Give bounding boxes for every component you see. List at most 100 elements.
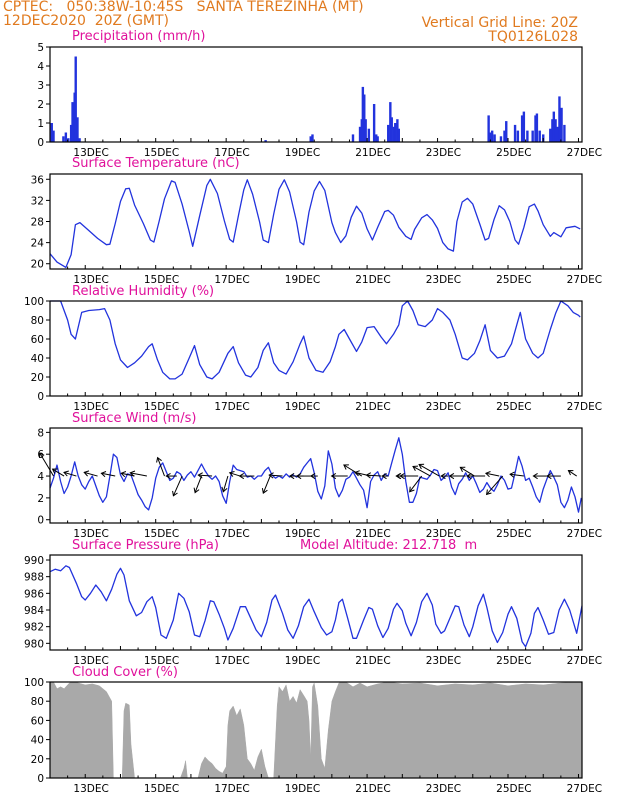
wind-vector-head-17 [288,472,295,480]
wind-vector-head-15 [261,488,268,494]
wind-line [49,437,582,513]
precip-bar-38 [505,121,508,142]
wind-vector-head-30 [418,463,425,470]
wind-ytick-label-3: 6 [37,449,44,461]
precip-bar-9 [74,56,77,142]
wind-vector-head-19 [309,472,316,480]
wind-vector-head-38 [532,472,538,480]
wind-vector-2 [63,471,77,477]
precip-bar-52 [554,119,557,142]
wind-vector-head-1 [51,468,58,474]
precip-bar-50 [551,119,554,142]
precip-bar-54 [558,96,561,142]
pres-ytick-label-2: 984 [24,605,44,617]
pres-xtick-label-7: 27DEC [567,655,602,667]
wind-vector-head-37 [509,471,515,478]
temp-ytick-label-2: 28 [31,217,44,229]
rh-xtick-label-7: 27DEC [567,401,602,413]
wind-vector-5 [121,472,135,477]
wind-vector-3 [84,471,98,477]
wind-vector-6 [130,472,147,477]
wind-vector-head-18 [295,472,302,480]
precip-bar-32 [487,115,490,142]
wind-vector-head-29 [412,465,419,472]
pres-ytick-label-4: 988 [24,572,44,584]
precip-bar-46 [535,113,539,142]
rh-ytick-label-5: 100 [24,296,44,308]
precip-ytick-label-5: 5 [37,42,44,54]
wind-vector-13 [229,472,241,477]
rh-ytick-label-2: 40 [31,353,44,365]
wind-vector-head-32 [448,472,455,480]
precip-bar-27 [390,117,393,142]
precip-bar-19 [363,94,366,142]
wind-vector-0 [39,452,54,477]
wind-vector-33 [460,466,475,477]
precip-bar-43 [526,130,529,142]
wind-xtick-label-5: 23DEC [426,528,461,540]
precip-bar-45 [534,115,537,142]
wind-vector-10 [194,475,202,493]
precip-ytick-label-0: 0 [37,137,44,149]
rh-ytick-label-4: 80 [31,315,44,327]
wind-vector-30 [418,464,440,477]
wind-vector-head-16 [268,472,274,479]
wind-title: Surface Wind (m/s) [72,411,197,426]
pres-ytick-label-1: 982 [24,622,44,634]
precip-bar-31 [397,128,400,142]
wind-vector-head-14 [238,472,245,480]
cloud-ytick-label-4: 80 [31,696,44,708]
wind-vector-head-23 [365,472,372,479]
precip-bar-37 [503,130,506,142]
rh-frame [49,300,583,397]
precip-bar-34 [490,130,494,142]
rh-ytick-label-3: 60 [31,334,44,346]
cloud-frame [49,681,583,779]
temp-xtick-label-2: 17DEC [214,274,249,286]
wind-vector-head-36 [485,489,492,496]
pres-ytick-label-5: 990 [24,555,44,567]
wind-xtick-label-3: 19DEC [285,528,320,540]
precip-bar-44 [531,130,534,142]
wind-vector-head-5 [120,471,127,478]
cloud-xtick-label-6: 25DEC [496,783,531,795]
precip-bar-55 [560,107,563,142]
wind-ytick-label-1: 2 [37,493,44,505]
precip-bar-51 [552,111,556,142]
rh-xtick-label-1: 15DEC [144,401,179,413]
wind-vector-head-12 [221,486,228,493]
wind-vector-29 [412,465,431,477]
cloud-xtick-label-2: 17DEC [214,783,249,795]
precip-bar-22 [372,104,376,142]
rh-ytick-label-1: 20 [31,372,44,384]
precip-bar-7 [71,102,74,142]
wind-vector-head-24 [381,472,387,480]
wind-vector-28 [409,475,423,492]
wind-vector-1 [52,468,65,477]
precip-bar-18 [361,86,365,142]
wind-vector-head-9 [172,490,178,497]
precip-ytick-label-4: 4 [37,61,44,73]
precip-bar-33 [489,132,492,142]
wind-vector-9 [172,475,183,497]
precip-xtick-label-0: 13DEC [73,147,108,159]
pres-xtick-label-4: 21DEC [355,655,390,667]
temp-xtick-label-4: 21DEC [355,274,390,286]
wind-ytick-label-0: 0 [37,515,44,527]
wind-vector-36 [486,475,504,495]
temp-xtick-label-7: 27DEC [567,274,602,286]
precip-bar-21 [367,128,371,142]
wind-vector-head-13 [228,471,235,477]
pres-xtick-label-6: 25DEC [496,655,531,667]
wind-vector-head-33 [459,466,466,473]
temp-xtick-label-0: 13DEC [73,274,108,286]
cloud-ytick-label-3: 60 [31,715,44,727]
rh-xtick-label-3: 19DEC [285,401,320,413]
wind-vector-head-22 [354,470,360,477]
wind-xtick-label-2: 17DEC [214,528,249,540]
pressure-title: Surface Pressure (hPa) [72,538,219,553]
cloud-ytick-label-5: 100 [24,677,44,689]
rh-ytick-label-0: 0 [37,391,44,403]
precipitation-title: Precipitation (mm/h) [72,29,206,44]
cloud-xtick-label-5: 23DEC [426,783,461,795]
